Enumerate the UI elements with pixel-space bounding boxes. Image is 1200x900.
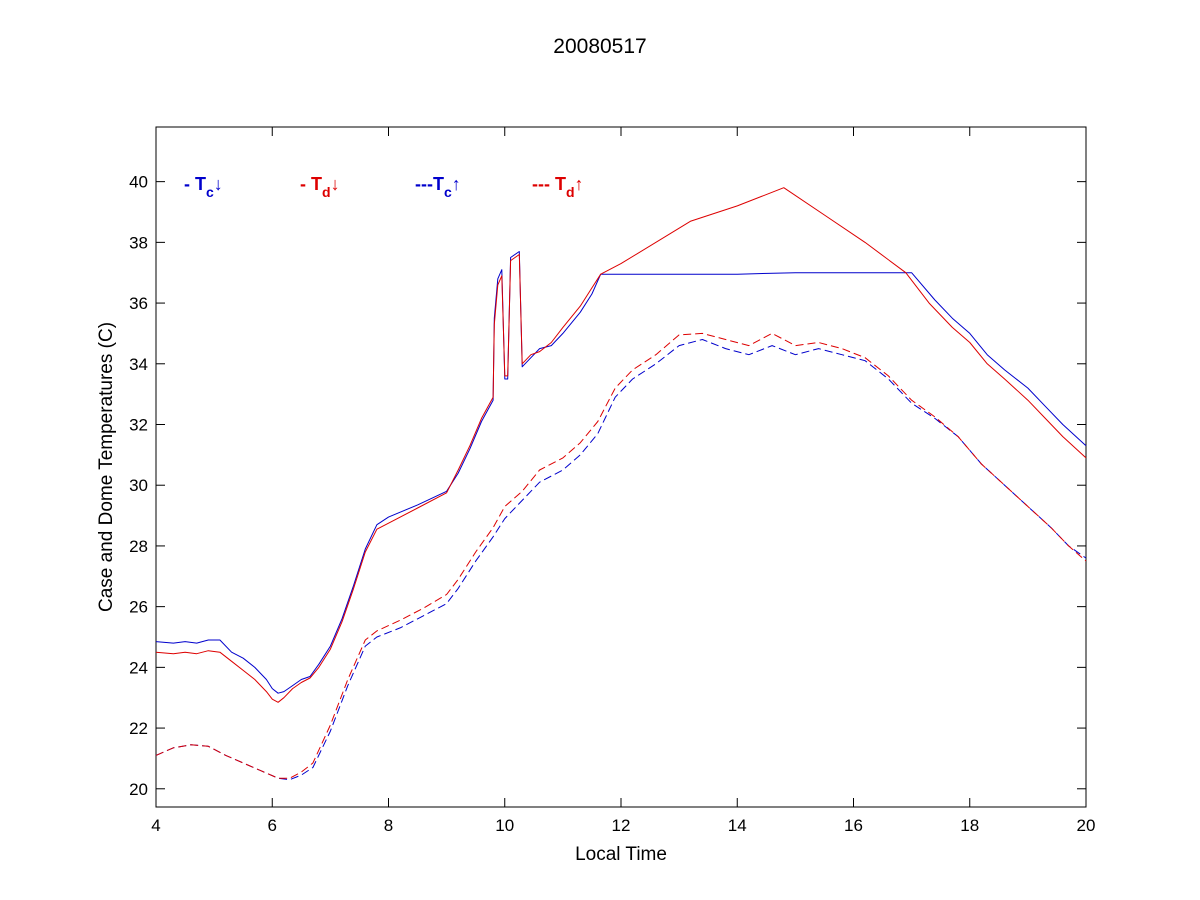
y-tick-label: 24 — [129, 658, 148, 677]
y-tick-label: 32 — [129, 416, 148, 435]
series-line-4 — [155, 332, 1087, 779]
y-tick-label: 36 — [129, 294, 148, 313]
tick-layer: 4 6 8 10 12 14 16 18 20 20 22 24 26 28 30 32 34 36 38 40 — [129, 127, 1095, 835]
y-tick-label: 26 — [129, 598, 148, 617]
y-tick-label: 38 — [129, 233, 148, 252]
y-tick-label: 34 — [129, 355, 148, 374]
x-tick-label: 12 — [612, 816, 631, 835]
x-tick-label: 6 — [268, 816, 277, 835]
series-layer — [155, 187, 1087, 781]
plot-area — [155, 126, 1087, 808]
y-tick-label: 22 — [129, 719, 148, 738]
x-tick-label: 8 — [384, 816, 393, 835]
legend-entry-1: - Tc↓ — [184, 174, 223, 200]
y-tick-label: 40 — [129, 173, 148, 192]
y-axis-label: Case and Dome Temperatures (C) — [96, 322, 117, 612]
x-tick-label: 16 — [844, 816, 863, 835]
legend: - Tc↓ - Td↓ ---Tc↑ --- Td↑ — [184, 174, 584, 200]
y-tick-label: 28 — [129, 537, 148, 556]
x-axis-label: Local Time — [575, 844, 667, 865]
x-tick-label: 14 — [728, 816, 747, 835]
legend-entry-3: ---Tc↑ — [415, 174, 461, 200]
series-line-2 — [155, 187, 1087, 703]
x-tick-label: 18 — [960, 816, 979, 835]
series-line-1 — [155, 251, 1087, 694]
y-tick-label: 30 — [129, 476, 148, 495]
legend-entry-2: - Td↓ — [300, 174, 340, 200]
x-tick-label: 4 — [151, 816, 160, 835]
x-tick-label: 10 — [495, 816, 514, 835]
chart-title: 20080517 — [553, 35, 646, 58]
y-tick-label: 20 — [129, 780, 148, 799]
x-tick-label: 20 — [1077, 816, 1096, 835]
legend-entry-4: --- Td↑ — [532, 174, 584, 200]
